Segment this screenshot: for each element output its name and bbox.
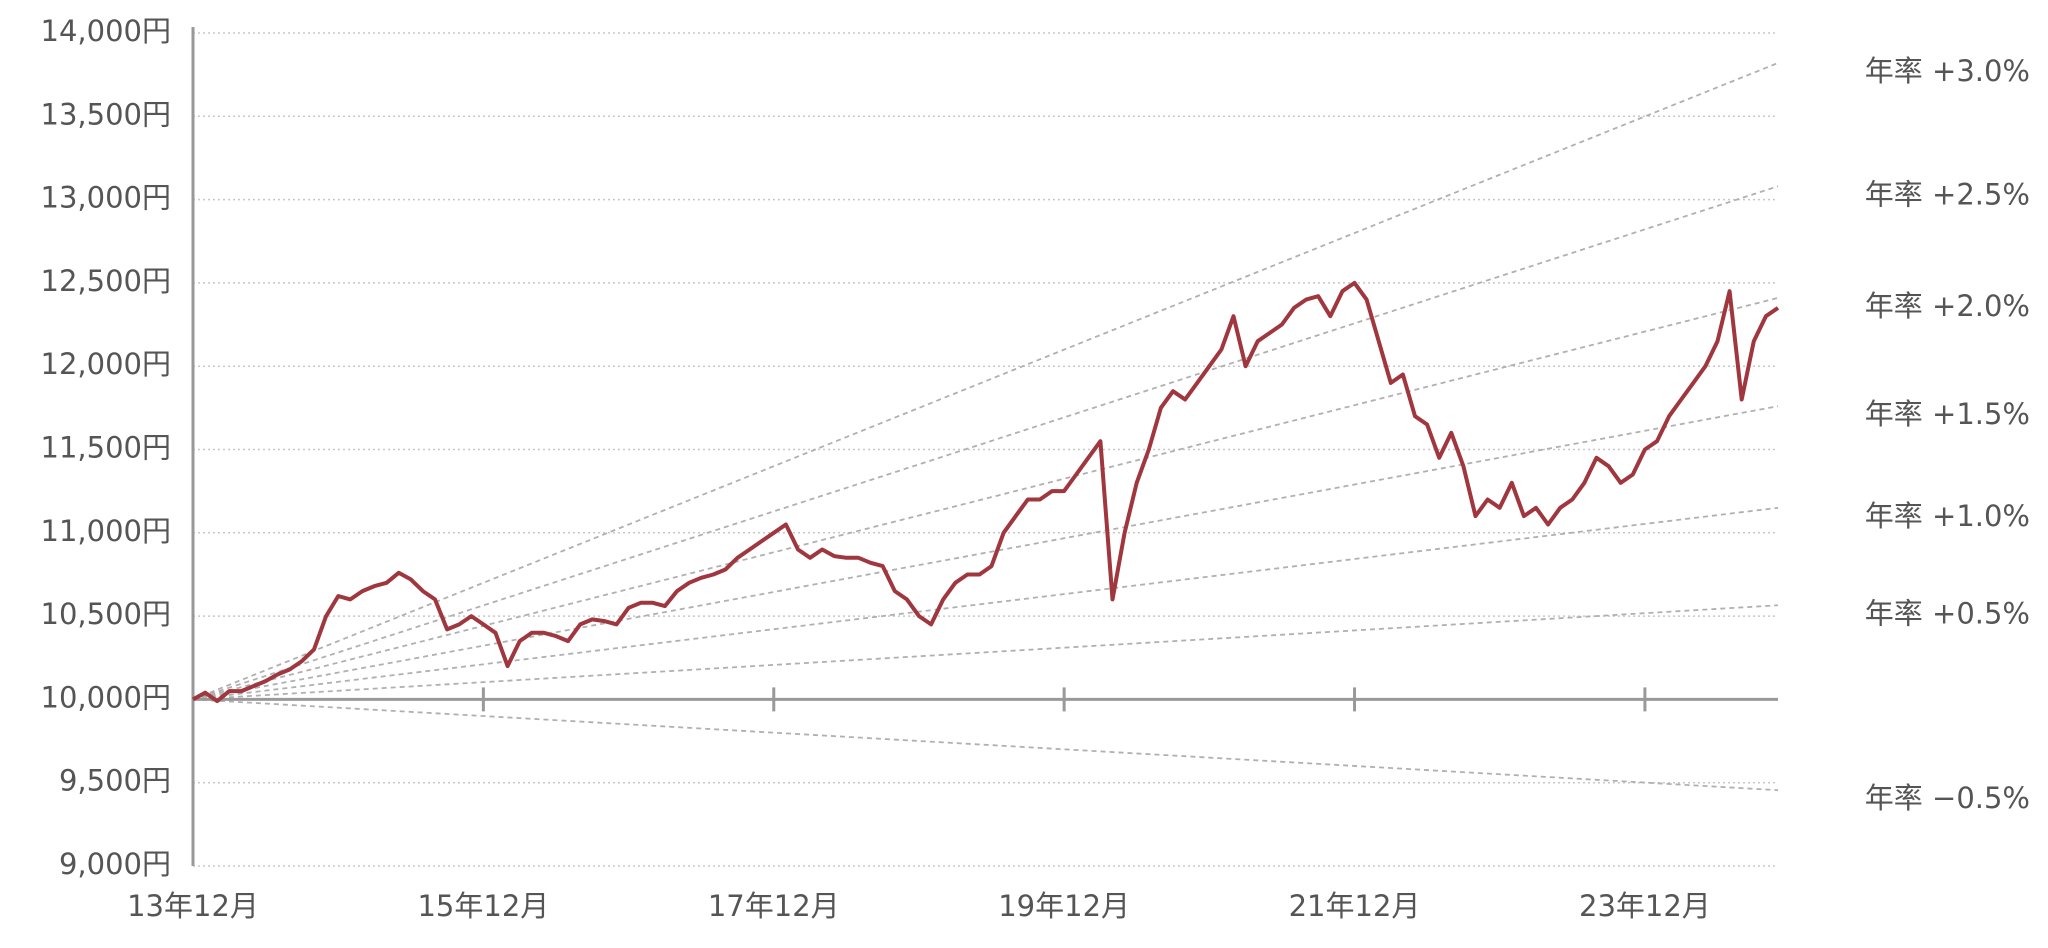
reference-label: 年率 +2.5%: [1865, 177, 2030, 211]
x-tick-label: 15年12月: [417, 889, 549, 923]
reference-label: 年率 +1.5%: [1865, 397, 2030, 431]
x-tick-label: 13年12月: [127, 889, 259, 923]
x-tick-label: 19年12月: [998, 889, 1130, 923]
y-tick-label: 10,500円: [41, 597, 171, 631]
x-tick-label: 17年12月: [708, 889, 840, 923]
data-line: [192, 280, 1780, 704]
reference-label: 年率 +1.0%: [1865, 499, 2030, 533]
reference-line: [192, 297, 1779, 701]
x-tick-label: 23年12月: [1579, 889, 1711, 923]
y-tick-label: 9,500円: [59, 764, 171, 798]
y-tick-label: 10,000円: [41, 680, 171, 714]
reference-line: [192, 604, 1779, 701]
reference-line: [192, 185, 1779, 701]
reference-line: [192, 405, 1779, 701]
y-tick-label: 13,500円: [41, 97, 171, 131]
y-tick-label: 12,500円: [41, 264, 171, 298]
reference-label: 年率 +2.0%: [1865, 289, 2030, 323]
x-tick-label: 21年12月: [1289, 889, 1421, 923]
y-tick-label: 11,500円: [41, 431, 171, 465]
reference-label: 年率 −0.5%: [1865, 781, 2030, 815]
y-tick-label: 9,000円: [59, 847, 171, 881]
reference-label: 年率 +0.5%: [1865, 596, 2030, 630]
reference-line: [192, 698, 1779, 792]
y-tick-label: 13,000円: [41, 181, 171, 215]
reference-label: 年率 +3.0%: [1865, 54, 2030, 88]
y-tick-label: 11,000円: [41, 514, 171, 548]
y-tick-label: 14,000円: [41, 14, 171, 48]
y-tick-label: 12,000円: [41, 347, 171, 381]
reference-line: [192, 62, 1779, 701]
